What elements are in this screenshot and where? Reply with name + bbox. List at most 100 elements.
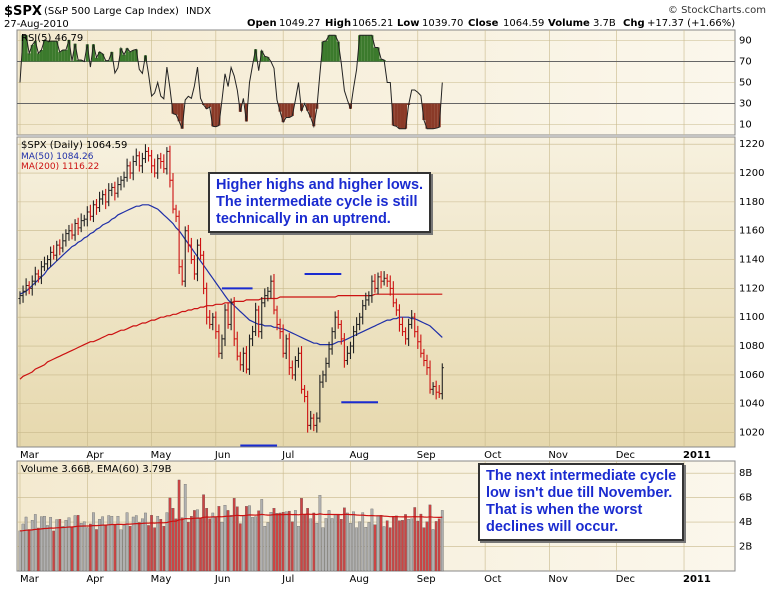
annotation-november-line-2: low isn't due till November. (486, 485, 673, 501)
brand-logo: © StockCharts.com (668, 5, 766, 16)
price-tick-label: 1040 (739, 399, 764, 410)
ohlc-bar (107, 183, 111, 207)
rsi-overbought-fill (330, 35, 334, 62)
ohlc-bar (180, 259, 184, 286)
volume-bar (364, 527, 368, 572)
volume-bar (46, 525, 49, 572)
ohlc-bar (290, 360, 294, 380)
price-label: $SPX (Daily) 1064.59 (21, 140, 127, 151)
ohlc-bar (254, 302, 258, 336)
volume-bar (318, 495, 322, 572)
volume-bar (153, 527, 156, 572)
volume-bar (309, 518, 313, 572)
rsi-overbought-fill (49, 41, 53, 62)
volume-bar (428, 504, 432, 572)
volume-bar (33, 514, 37, 572)
rsi-oversold-fill (281, 103, 285, 123)
ohlc-bar (306, 390, 310, 433)
ohlc-bar (97, 191, 102, 212)
rsi-oversold-fill (428, 103, 432, 129)
ohlc-bar (146, 147, 151, 162)
volume-bar (321, 527, 325, 572)
ohlc-bar (79, 213, 83, 233)
rsi-overbought-fill (61, 50, 65, 62)
price-tick-label: 1160 (739, 226, 764, 237)
volume-bar (95, 529, 98, 572)
rsi-overbought-fill (67, 40, 71, 62)
ohlc-bar (76, 217, 80, 236)
rsi-overbought-fill (324, 40, 328, 62)
volume-bar (27, 529, 31, 572)
rsi-oversold-fill (278, 103, 282, 112)
date-tick-label: Aug (349, 574, 369, 585)
ohlc-bar (171, 173, 175, 214)
ohlc-bar (244, 346, 249, 374)
ohlc-bar (42, 256, 47, 272)
rsi-overbought-fill (367, 35, 371, 62)
volume-bar (141, 518, 144, 572)
date-tick-label: May (151, 574, 172, 585)
date-tick-label: Mar (20, 574, 40, 585)
rsi-tick-label: 70 (739, 57, 752, 68)
ohlc-bar (36, 269, 40, 283)
ohlc-bar (49, 246, 53, 267)
ohlc-bar (168, 145, 172, 188)
rsi-overbought-fill (94, 57, 99, 62)
ohlc-bar (440, 363, 444, 400)
volume-bar (223, 505, 227, 572)
rsi-overbought-fill (379, 58, 383, 62)
volume-bar (122, 524, 126, 572)
ohlc-bar (318, 374, 322, 423)
rsi-overbought-fill (73, 43, 77, 62)
low-value: 1039.70 (422, 18, 463, 29)
annotation-november: The next intermediate cycle low isn't du… (478, 463, 685, 541)
ohlc-bar (272, 273, 276, 315)
ohlc-bar (186, 224, 190, 253)
ohlc-bar (149, 149, 154, 174)
date-tick-label: Nov (548, 574, 568, 585)
volume-bar (183, 484, 187, 572)
price-tick-label: 1120 (739, 283, 764, 294)
volume-bar (327, 510, 331, 572)
volume-bar (165, 512, 169, 572)
ohlc-bar (333, 311, 337, 339)
ohlc-bar (299, 346, 304, 394)
date-tick-label: Sep (417, 450, 436, 461)
rsi-oversold-fill (404, 103, 408, 129)
chg-label: Chg (623, 18, 645, 29)
volume-bar (404, 514, 407, 572)
ohlc-bar (85, 206, 89, 227)
rsi-oversold-fill (287, 103, 291, 118)
close-value: 1064.59 (503, 18, 544, 29)
ohlc-bar (70, 223, 74, 240)
rsi-overbought-fill (361, 35, 365, 62)
ohlc-bar (419, 334, 423, 358)
volume-bar (290, 521, 294, 572)
volume-bar (125, 512, 129, 572)
rsi-oversold-fill (174, 103, 178, 115)
ohlc-bar (361, 299, 365, 325)
rsi-overbought-fill (254, 49, 258, 62)
rsi-overbought-fill (131, 50, 135, 62)
ohlc-bar (257, 305, 261, 338)
volume-bar (64, 520, 68, 572)
rsi-overbought-fill (122, 54, 126, 62)
date-tick-label: Oct (484, 450, 501, 461)
volume-bar (199, 517, 202, 572)
date-tick-label: May (151, 450, 172, 461)
rsi-oversold-fill (309, 103, 313, 118)
volume-bar (263, 525, 267, 572)
volume-bar (238, 523, 242, 572)
volume-bar (248, 505, 251, 572)
ohlc-bar (364, 292, 368, 311)
ohlc-bar (373, 273, 377, 293)
volume-bar (398, 520, 401, 572)
ohlc-bar (309, 410, 313, 430)
annotation-november-line-3: That is when the worst (486, 502, 643, 518)
price-tick-label: 1100 (739, 312, 764, 323)
annotation-uptrend-line-2: The intermediate cycle is still (216, 194, 418, 210)
rsi-overbought-fill (30, 45, 34, 62)
ohlc-bar (403, 327, 408, 345)
ohlc-bar (348, 341, 353, 360)
volume-ema-line (19, 513, 443, 532)
